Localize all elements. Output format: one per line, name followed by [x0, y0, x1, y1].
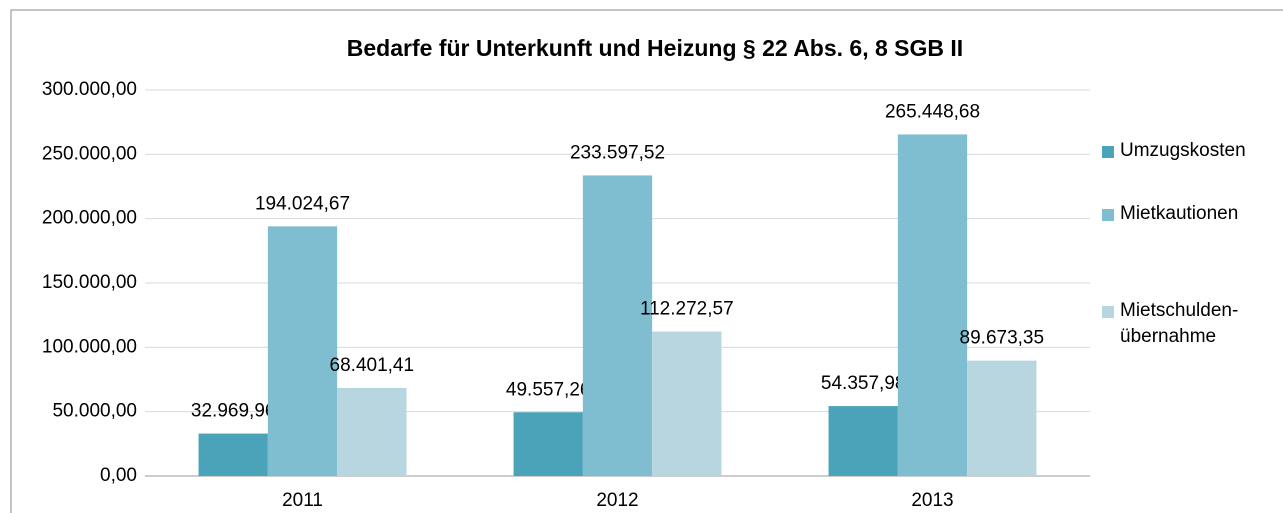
- legend-label: Mietkautionen: [1120, 203, 1239, 224]
- y-tick-label: 150.000,00: [42, 272, 137, 293]
- bar: [582, 175, 653, 476]
- y-tick-label: 50.000,00: [52, 401, 137, 422]
- legend-item: Umzugskosten: [1102, 138, 1262, 164]
- bar: [828, 406, 898, 476]
- legend-label: Mietschulden-übernahme: [1120, 300, 1239, 347]
- legend-item: Mietschulden-übernahme: [1102, 298, 1262, 350]
- value-label: 68.401,41: [330, 355, 415, 376]
- value-label: 89.673,35: [960, 328, 1045, 349]
- value-label: 112.272,57: [640, 299, 734, 320]
- y-tick-label: 250.000,00: [42, 143, 137, 164]
- value-label: 194.024,67: [255, 193, 350, 214]
- y-tick-label: 200.000,00: [42, 208, 137, 229]
- legend-swatch: [1102, 306, 1114, 318]
- legend-item: Mietkautionen: [1102, 201, 1262, 227]
- value-label: 233.597,52: [570, 142, 665, 163]
- legend-swatch: [1102, 146, 1114, 158]
- x-tick-label: 2011: [282, 490, 323, 511]
- legend-label: Umzugskosten: [1120, 140, 1246, 161]
- chart-border: [10, 9, 1283, 513]
- bar: [897, 134, 968, 476]
- value-label: 32.969,96: [191, 401, 276, 422]
- legend-swatch: [1102, 209, 1114, 221]
- bar: [967, 360, 1037, 476]
- chart-title: Bedarfe für Unterkunft und Heizung § 22 …: [347, 35, 963, 61]
- bar: [198, 433, 268, 476]
- bar: [652, 331, 722, 476]
- bar: [513, 412, 583, 476]
- value-label: 49.557,26: [506, 379, 591, 400]
- bar: [337, 387, 407, 476]
- bar: [267, 226, 338, 476]
- value-label: 54.357,98: [821, 373, 906, 394]
- y-tick-label: 100.000,00: [42, 336, 137, 357]
- x-tick-label: 2012: [596, 490, 638, 511]
- y-tick-label: 0,00: [100, 465, 137, 486]
- y-tick-label: 300.000,00: [42, 79, 137, 100]
- x-tick-label: 2013: [911, 490, 953, 511]
- value-label: 265.448,68: [885, 101, 980, 122]
